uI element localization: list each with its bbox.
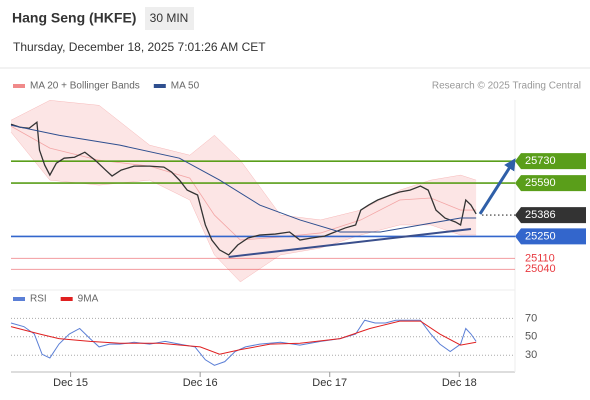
x-tick-label: Dec 18 [442, 377, 477, 389]
bollinger-lower [10, 132, 477, 283]
level-label: 25250 [525, 230, 556, 242]
series-line [10, 124, 477, 233]
x-tick-label: Dec 15 [53, 377, 88, 389]
series-line [10, 319, 477, 366]
source: Research © 2025 Trading Central [432, 81, 581, 92]
series-line [10, 121, 477, 256]
level-label: 25110 [525, 252, 555, 264]
y-tick-label: 70 [525, 312, 537, 324]
x-tick-label: Dec 17 [312, 377, 347, 389]
legend-label: MA 50 [171, 81, 200, 92]
trendline [228, 228, 472, 258]
legend-swatch [60, 297, 73, 301]
legend-label: MA 20 + Bollinger Bands [30, 81, 140, 92]
level-tag [515, 153, 586, 170]
y-tick-label: 50 [525, 331, 537, 343]
level-label: 25040 [525, 263, 556, 275]
bollinger-upper [10, 100, 477, 221]
level-tag [515, 207, 586, 224]
forecast-arrow [478, 158, 516, 215]
legend-swatch [13, 297, 25, 301]
series-line [10, 320, 477, 355]
x-tick-label: Dec 16 [183, 377, 218, 389]
legend-swatch [13, 84, 25, 88]
datetime: Thursday, December 18, 2025 7:01:26 AM C… [13, 40, 266, 54]
level-label: 25386 [525, 209, 556, 221]
timeframe-box [145, 7, 194, 30]
legend-label: 9MA [78, 294, 99, 305]
timeframe: 30 MIN [150, 11, 189, 25]
title: Hang Seng (HKFE) [12, 10, 136, 26]
level-tag [515, 228, 586, 245]
level-tag [515, 175, 586, 192]
legend-swatch [153, 84, 166, 88]
legend-label: RSI [30, 294, 47, 305]
y-tick-label: 30 [525, 349, 537, 361]
level-label: 25590 [525, 177, 556, 189]
bollinger-area [11, 100, 477, 282]
level-label: 25730 [525, 155, 556, 167]
